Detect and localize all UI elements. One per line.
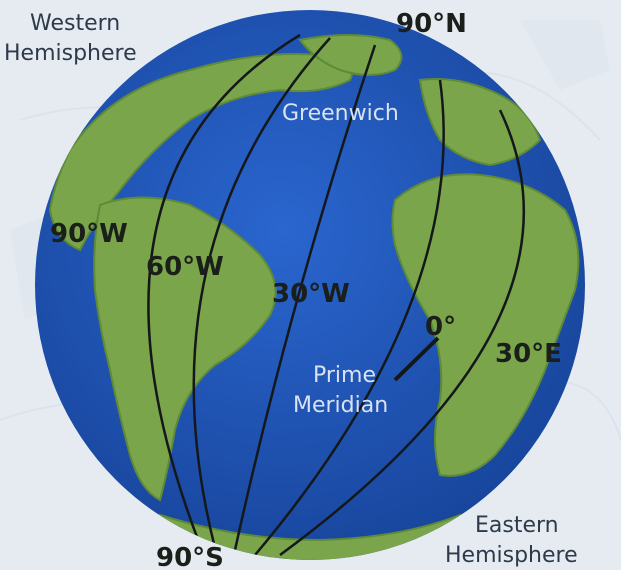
north-pole-label: 90°N [396,9,467,39]
globe [35,10,585,560]
western-hemisphere-label-line2: Hemisphere [4,41,137,66]
eastern-hemisphere-label-line1: Eastern [475,513,559,538]
south-america-landmass [93,196,277,502]
prime-meridian-pointer [393,336,440,382]
greenwich-label: Greenwich [282,101,399,126]
south-pole-label: 90°S [156,543,224,570]
eastern-hemisphere-label-line2: Hemisphere [445,543,578,568]
longitude-30e-label: 30°E [495,339,562,369]
meridian-lines [147,33,526,557]
prime-meridian-label-line2: Meridian [293,393,388,418]
longitude-60w-label: 60°W [146,252,224,282]
longitude-30w-label: 30°W [272,279,350,309]
europe-landmass [418,78,542,167]
meridian-30w [233,44,377,551]
africa-landmass [391,173,580,477]
meridian-90w [147,33,301,546]
longitude-0-label: 0° [425,312,456,342]
north-america-landmass [48,53,353,252]
meridian-60w [192,37,331,549]
meridian-30e [279,109,526,557]
prime-meridian-label-line1: Prime [313,363,376,388]
western-hemisphere-label-line1: Western [30,11,120,36]
longitude-90w-label: 90°W [50,219,128,249]
meridian-0 [254,79,445,556]
